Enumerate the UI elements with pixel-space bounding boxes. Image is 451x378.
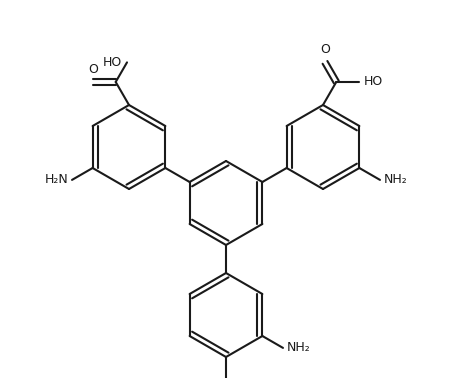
- Text: NH₂: NH₂: [286, 341, 310, 355]
- Text: HO: HO: [102, 56, 122, 69]
- Text: O: O: [88, 63, 98, 76]
- Text: H₂N: H₂N: [44, 174, 68, 186]
- Text: HO: HO: [363, 76, 382, 88]
- Text: NH₂: NH₂: [383, 174, 407, 186]
- Text: O: O: [319, 43, 329, 56]
